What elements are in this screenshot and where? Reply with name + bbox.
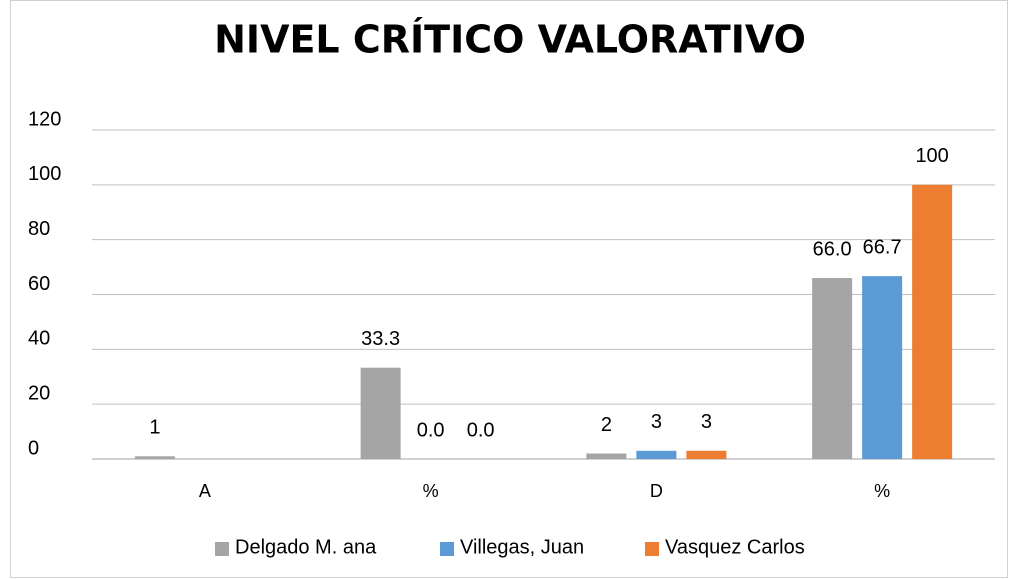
- legend-label: Delgado M. ana: [235, 536, 377, 558]
- y-tick-label: 60: [28, 273, 50, 295]
- value-label: 2: [601, 414, 612, 436]
- legend-marker: [645, 542, 659, 556]
- value-label: 0.0: [467, 419, 495, 441]
- value-label: 100: [915, 145, 948, 167]
- y-tick-label: 20: [28, 382, 50, 404]
- bar: [134, 456, 175, 459]
- y-tick-label: 100: [28, 163, 61, 185]
- legend-marker: [440, 542, 454, 556]
- y-tick-label: 0: [28, 437, 39, 459]
- bar: [686, 450, 727, 459]
- value-label: 0.0: [417, 419, 445, 441]
- bar: [586, 453, 627, 459]
- legend-marker: [215, 542, 229, 556]
- y-tick-label: 120: [28, 108, 61, 130]
- chart-border: [10, 0, 1008, 578]
- value-label: 1: [149, 417, 160, 439]
- x-tick-label: %: [423, 481, 439, 501]
- x-tick-label: A: [199, 481, 211, 501]
- y-tick-label: 40: [28, 328, 50, 350]
- x-tick-label: D: [650, 481, 663, 501]
- value-label: 3: [701, 411, 712, 433]
- legend-label: Villegas, Juan: [460, 536, 584, 558]
- bar: [912, 184, 953, 460]
- x-tick-label: %: [874, 481, 890, 501]
- value-label: 66.7: [863, 236, 902, 258]
- legend-label: Vasquez Carlos: [665, 536, 805, 558]
- value-label: 3: [651, 411, 662, 433]
- bar: [812, 278, 853, 459]
- y-tick-label: 80: [28, 218, 50, 240]
- value-label: 66.0: [813, 238, 852, 260]
- bar: [636, 450, 677, 459]
- bar: [360, 367, 401, 459]
- value-label: 33.3: [361, 328, 400, 350]
- bar: [862, 276, 903, 459]
- chart-title: NIVEL CRÍTICO VALORATIVO: [214, 18, 806, 62]
